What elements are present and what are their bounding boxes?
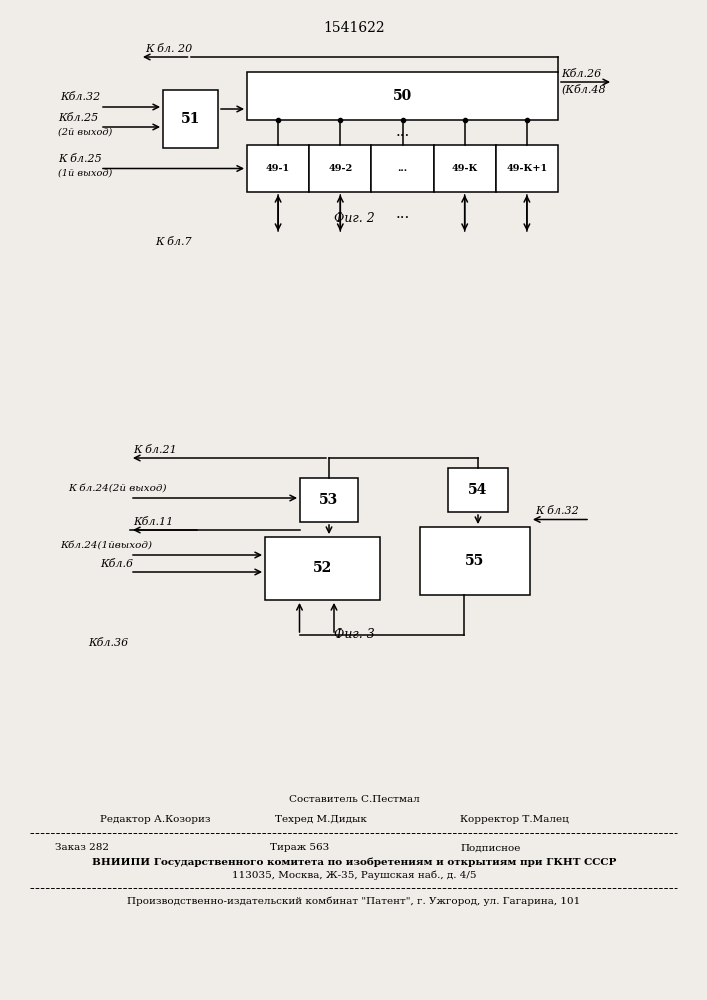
Text: Кбл.24(1йвыход): Кбл.24(1йвыход)	[60, 540, 152, 550]
Text: Корректор Т.Малец: Корректор Т.Малец	[460, 816, 569, 824]
Bar	[371, 145, 433, 192]
Text: Кбл.25: Кбл.25	[58, 113, 98, 123]
Text: К бл.25: К бл.25	[58, 154, 102, 164]
Text: 113035, Москва, Ж-35, Раушская наб., д. 4/5: 113035, Москва, Ж-35, Раушская наб., д. …	[232, 870, 477, 880]
Text: К бл.24(2й выход): К бл.24(2й выход)	[68, 484, 167, 492]
Text: Техред М.Дидык: Техред М.Дидык	[275, 816, 367, 824]
Text: Редактор А.Козориз: Редактор А.Козориз	[100, 816, 211, 824]
Text: 49-К+1: 49-К+1	[506, 164, 547, 173]
Text: (Кбл.48: (Кбл.48	[561, 84, 606, 94]
Text: 1541622: 1541622	[323, 21, 385, 35]
Text: Фиг. 2: Фиг. 2	[334, 212, 375, 225]
Bar	[309, 145, 371, 192]
Text: Подписное: Подписное	[460, 844, 520, 852]
Bar	[420, 527, 530, 595]
Text: (2й выход): (2й выход)	[58, 127, 112, 136]
Bar	[300, 478, 358, 522]
Text: ВНИИПИ Государственного комитета по изобретениям и открытиям при ГКНТ СССР: ВНИИПИ Государственного комитета по изоб…	[92, 857, 617, 867]
Text: 49-2: 49-2	[328, 164, 352, 173]
Text: 55: 55	[465, 554, 484, 568]
Text: Кбл.6: Кбл.6	[100, 559, 133, 569]
Text: 49-К: 49-К	[452, 164, 478, 173]
Text: ...: ...	[395, 207, 409, 221]
Bar	[448, 468, 508, 512]
Text: Кбл.32: Кбл.32	[60, 92, 100, 102]
Text: Производственно-издательский комбинат "Патент", г. Ужгород, ул. Гагарина, 101: Производственно-издательский комбинат "П…	[127, 896, 580, 906]
Text: К бл.21: К бл.21	[133, 445, 177, 455]
Text: 49-1: 49-1	[266, 164, 290, 173]
Text: 50: 50	[393, 89, 412, 103]
Text: Фиг. 3: Фиг. 3	[334, 629, 375, 642]
Bar	[163, 90, 218, 148]
Text: Кбл.11: Кбл.11	[133, 517, 173, 527]
Bar	[247, 72, 558, 120]
Text: (1й выход): (1й выход)	[58, 169, 112, 178]
Text: Составитель С.Пестмал: Составитель С.Пестмал	[288, 796, 419, 804]
Text: Заказ 282: Заказ 282	[55, 844, 109, 852]
Text: 51: 51	[181, 112, 200, 126]
Bar	[433, 145, 496, 192]
Text: Кбл.36: Кбл.36	[88, 638, 128, 648]
Bar	[496, 145, 558, 192]
Bar	[265, 537, 380, 600]
Text: ...: ...	[395, 125, 409, 139]
Bar	[247, 145, 309, 192]
Text: К бл. 20: К бл. 20	[145, 44, 192, 54]
Text: 54: 54	[468, 483, 488, 497]
Text: ...: ...	[397, 164, 407, 173]
Text: 53: 53	[320, 493, 339, 507]
Text: Кбл.26: Кбл.26	[561, 69, 601, 79]
Text: 52: 52	[313, 562, 332, 576]
Text: К бл.7: К бл.7	[155, 237, 192, 247]
Text: Тираж 563: Тираж 563	[270, 844, 329, 852]
Text: К бл.32: К бл.32	[535, 506, 579, 516]
